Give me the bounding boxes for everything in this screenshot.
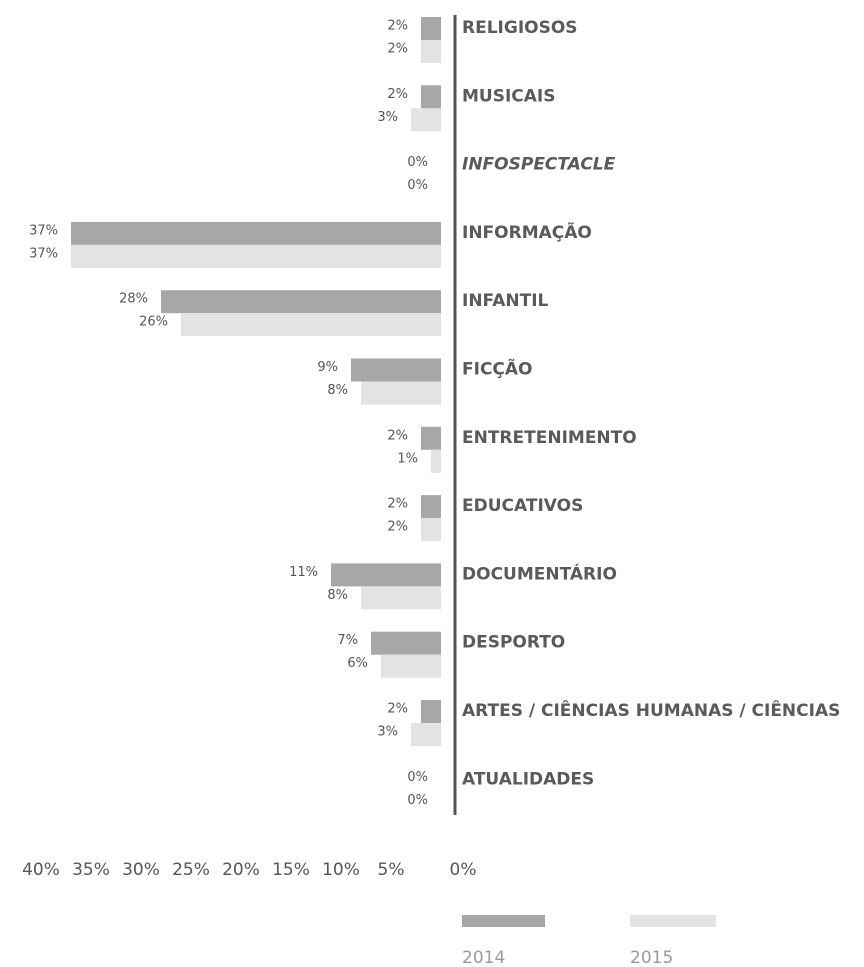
value-label: 3% [377,110,398,125]
legend-swatch [462,915,545,927]
bar [361,381,441,405]
category-label: ATUALIDADES [462,769,594,789]
value-label: 26% [139,315,168,330]
value-label: 0% [407,770,428,785]
bar [421,17,441,40]
category-label: INFANTIL [462,291,549,311]
category-label: MUSICAIS [462,86,556,106]
category-label: EDUCATIVOS [462,496,583,516]
x-tick-label: 30% [122,860,160,880]
category-label: DOCUMENTÁRIO [462,562,617,584]
value-label: 37% [29,223,58,238]
x-tick-label: 25% [172,860,210,880]
value-label: 2% [387,520,408,535]
legend-swatch [630,915,716,927]
value-label: 6% [347,656,368,671]
value-label: 8% [327,383,348,398]
value-label: 7% [337,633,358,648]
x-tick-label: 0% [450,860,477,880]
value-label: 37% [29,246,58,261]
x-tick-label: 20% [222,860,260,880]
value-label: 2% [387,702,408,717]
x-tick-label: 35% [72,860,110,880]
bar [421,85,441,109]
value-label: 3% [377,725,398,740]
bar [411,723,441,746]
bar [361,586,441,610]
value-label: 0% [407,178,428,193]
value-label: 9% [317,360,338,375]
bar [351,358,441,382]
value-label: 2% [387,428,408,443]
bar [331,563,441,587]
legend-label: 2015 [630,948,673,967]
bar [371,631,441,655]
x-tick-label: 10% [322,860,360,880]
category-label: DESPORTO [462,633,565,653]
category-label: FICÇÃO [462,357,533,380]
category-label: RELIGIOSOS [462,18,578,38]
x-tick-label: 15% [272,860,310,880]
value-label: 2% [387,497,408,512]
bar [421,495,441,519]
bar [421,700,441,723]
bar [421,426,441,450]
value-label: 2% [387,42,408,57]
category-label: INFORMAÇÃO [462,220,592,243]
bar [421,518,441,542]
category-label: ENTRETENIMENTO [462,428,637,448]
bar [421,40,441,63]
value-label: 28% [119,292,148,307]
value-label: 0% [407,155,428,170]
value-label: 2% [387,19,408,34]
value-label: 8% [327,588,348,603]
bar [161,290,441,314]
bar [381,654,441,678]
x-tick-label: 5% [378,860,405,880]
legend-label: 2014 [462,948,505,967]
x-tick-label: 40% [22,860,60,880]
bar [431,449,441,473]
category-label: ARTES / CIÊNCIAS HUMANAS / CIÊNCIAS [462,699,840,721]
bar [71,244,441,268]
bar [411,108,441,132]
bar [181,313,441,337]
category-label: INFOSPECTACLE [462,155,616,175]
value-label: 2% [387,87,408,102]
value-label: 11% [289,565,318,580]
value-label: 0% [407,793,428,808]
bar [71,221,441,245]
value-label: 1% [397,451,418,466]
